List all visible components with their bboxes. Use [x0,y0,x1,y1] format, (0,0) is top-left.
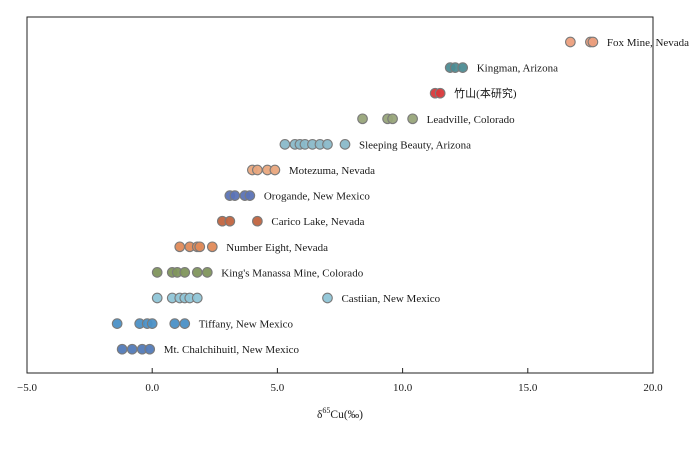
data-point [339,139,351,150]
series-label: Castiian, New Mexico [341,293,440,305]
x-axis-title: δ65Cu(‰) [317,406,363,421]
data-point [151,292,163,304]
series-group [429,87,446,99]
data-point [174,241,186,253]
series-label: Number Eight, Nevada [226,242,328,254]
data-point [201,267,213,278]
data-point [111,318,123,329]
data-point [269,164,281,176]
data-point [407,113,418,125]
data-point [457,62,469,73]
series-label: Leadville, Colorado [427,114,515,126]
data-point [322,292,333,304]
data-point [169,318,181,329]
series-group [224,190,256,201]
data-point [116,343,128,355]
series-group [247,164,281,176]
data-point [252,164,263,176]
series-group [216,215,263,227]
series-group [174,241,218,253]
series-label: Tiffany, New Mexico [199,319,294,331]
series-label: Carico Lake, Nevada [271,216,364,228]
data-point [206,241,218,253]
series-group [279,139,351,150]
data-point [194,241,206,253]
x-tick-label: 5.0 [271,382,285,394]
data-point [244,190,256,201]
series-group [151,267,213,278]
plot-frame [26,16,654,374]
series-group [116,343,156,355]
series-group [444,62,469,73]
series-label: King's Manassa Mine, Colorado [221,267,363,279]
data-point [387,113,398,125]
series-group [357,113,418,125]
data-point [357,113,368,125]
series-label: Motezuma, Nevada [289,165,375,177]
series-label: Mt. Chalchihuitl, New Mexico [164,344,300,356]
series-label: Orogande, New Mexico [264,191,370,203]
x-tick-label: 15.0 [518,382,538,394]
series-group [151,292,333,304]
data-point [322,139,333,150]
series-label: Fox Mine, Nevada [607,37,689,49]
data-point [587,36,599,48]
series-label: Sleeping Beauty, Arizona [359,139,471,151]
data-point [126,343,138,355]
series-label: Kingman, Arizona [477,63,558,75]
x-tick-label: 20.0 [643,382,663,394]
data-point [144,343,156,355]
data-point [229,190,241,201]
x-tick-label: 10.0 [393,382,413,394]
data-point [146,318,158,329]
x-tick-label: −5.0 [17,382,37,394]
data-point [179,318,191,329]
data-point [179,267,191,278]
data-point [151,267,163,278]
data-point [279,139,291,150]
data-point [224,215,236,227]
data-point [434,87,446,99]
data-point [252,215,263,227]
data-point [191,292,203,304]
x-tick-label: 0.0 [145,382,159,394]
series-label: 竹山(本研究) [454,86,517,100]
data-point [565,36,576,48]
series-group [111,318,191,329]
data-point [191,267,203,278]
series-group [565,36,599,48]
